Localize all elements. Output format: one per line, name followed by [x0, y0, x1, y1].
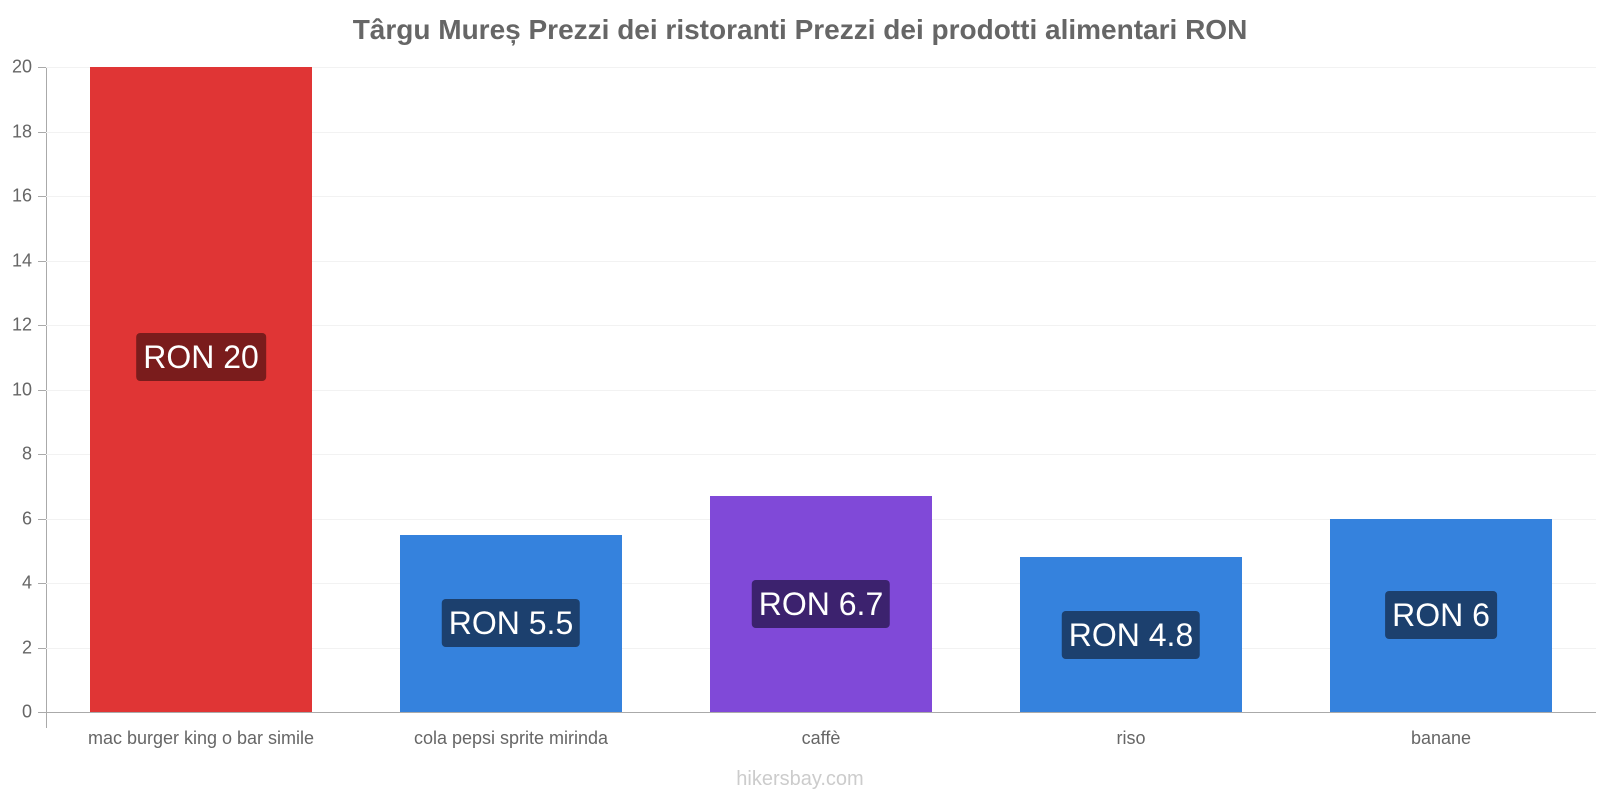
y-tick-mark [38, 389, 46, 391]
y-tick-mark [38, 67, 46, 68]
bar[interactable]: RON 6 [1330, 518, 1552, 712]
y-tick-label: 4 [21, 572, 32, 593]
y-tick-mark [38, 454, 46, 455]
gridline [46, 325, 1596, 326]
data-label: RON 4.8 [1061, 610, 1201, 659]
data-label: RON 5.5 [441, 599, 581, 648]
x-tick-label: banane [1410, 728, 1472, 748]
y-tick-mark [38, 647, 46, 649]
y-tick-label: 14 [11, 250, 32, 270]
plot-area: 0 2 4 6 8 10 12 14 16 18 20 RON 20 RON 5.5 RON 6.7 RON… [12, 57, 1596, 728]
y-tick-label: 16 [11, 185, 32, 206]
y-tick-label: 6 [21, 508, 32, 528]
x-axis [46, 712, 1596, 713]
y-tick-label: 2 [21, 637, 32, 657]
gridline [46, 454, 1596, 455]
y-tick-label: 10 [11, 379, 32, 399]
bar[interactable]: RON 4.8 [1020, 557, 1242, 712]
gridline [46, 260, 1596, 262]
gridline [46, 131, 1596, 133]
data-label: RON 6 [1385, 591, 1497, 640]
bar[interactable]: RON 20 [90, 67, 312, 712]
y-tick-mark [38, 325, 46, 326]
y-tick-mark [38, 518, 46, 520]
y-tick-label: 12 [11, 314, 32, 335]
gridline [46, 389, 1596, 391]
data-label: RON 6.7 [751, 579, 891, 628]
y-tick-mark [38, 131, 46, 133]
y-tick-mark [38, 583, 46, 584]
footer-watermark: hikersbay.com [736, 768, 864, 790]
x-tick-label: mac burger king o bar simile [87, 728, 315, 748]
y-tick-label: 20 [11, 56, 32, 77]
bar[interactable]: RON 5.5 [400, 534, 622, 712]
x-tick-label: cola pepsi sprite mirinda [413, 728, 609, 748]
bar[interactable]: RON 6.7 [710, 495, 932, 712]
y-tick-mark [38, 260, 46, 262]
y-axis [46, 67, 47, 728]
gridline [46, 196, 1596, 197]
y-tick-label: 0 [21, 701, 32, 722]
gridline [46, 67, 1596, 68]
y-tick-label: 18 [11, 121, 32, 141]
data-label: RON 20 [136, 333, 266, 382]
chart-title: Târgu Mureș Prezzi dei ristoranti Prezzi… [352, 14, 1248, 45]
y-tick-mark [38, 712, 46, 713]
y-tick-label: 8 [21, 443, 32, 464]
x-tick-label: riso [1116, 728, 1146, 748]
x-tick-label: caffè [801, 728, 841, 748]
y-tick-mark [38, 196, 46, 197]
